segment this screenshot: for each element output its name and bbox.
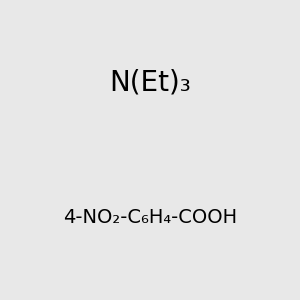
Text: 4-NO₂-C₆H₄-COOH: 4-NO₂-C₆H₄-COOH xyxy=(63,208,237,227)
Text: N(Et)₃: N(Et)₃ xyxy=(109,68,191,97)
